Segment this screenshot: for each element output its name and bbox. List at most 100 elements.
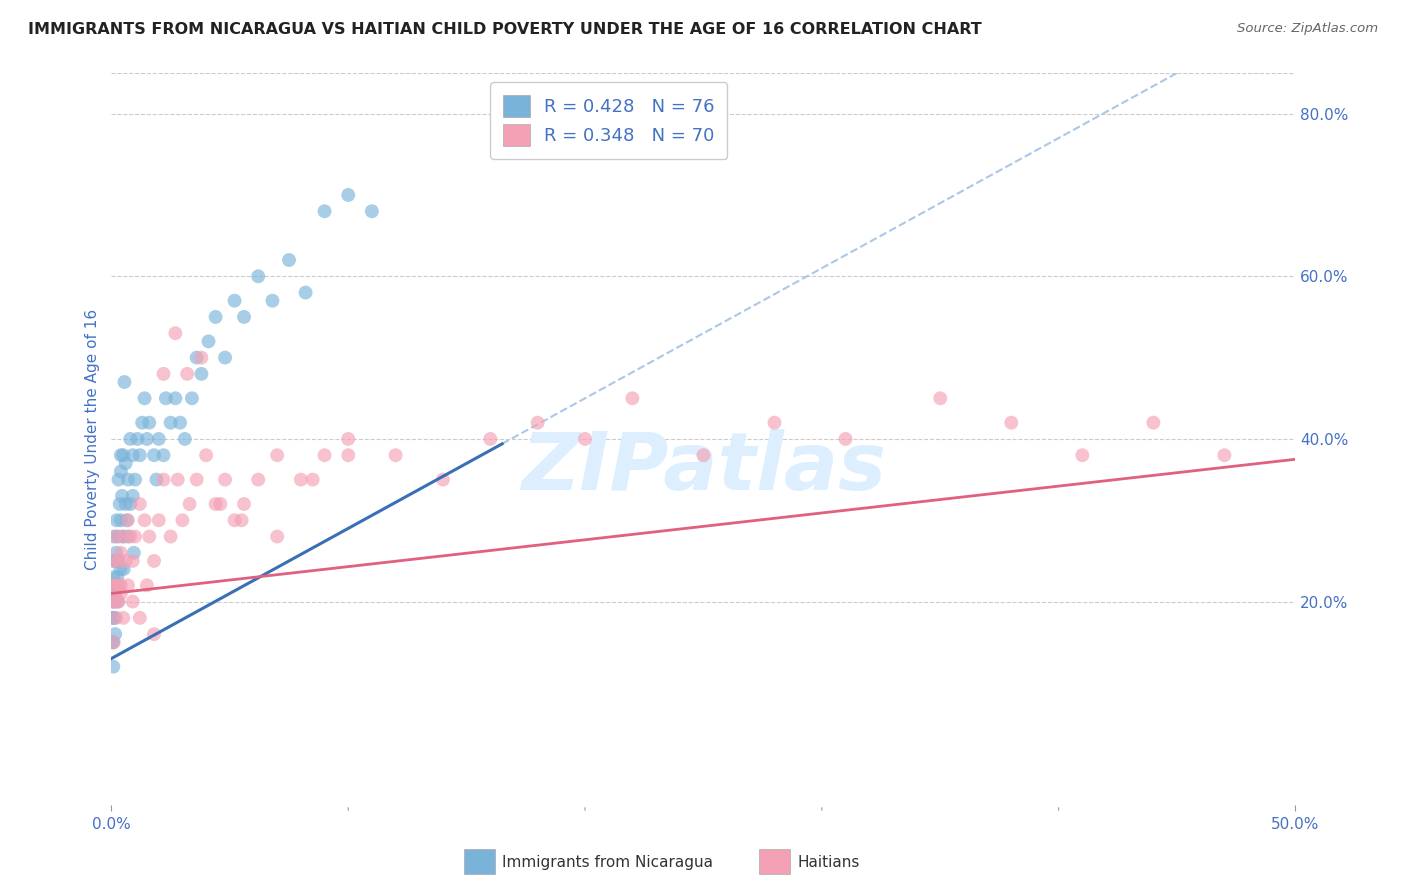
Point bbox=[136, 578, 159, 592]
Point bbox=[314, 448, 336, 462]
Point bbox=[179, 497, 201, 511]
Point bbox=[176, 367, 198, 381]
Point bbox=[103, 554, 125, 568]
Point bbox=[152, 367, 174, 381]
Point bbox=[314, 204, 336, 219]
Point bbox=[186, 473, 208, 487]
Point bbox=[101, 611, 124, 625]
Point bbox=[120, 497, 142, 511]
Point bbox=[214, 473, 236, 487]
Point bbox=[103, 611, 125, 625]
Point bbox=[1000, 416, 1022, 430]
Point bbox=[103, 594, 125, 608]
Point bbox=[105, 529, 128, 543]
Point bbox=[247, 269, 270, 284]
Point bbox=[107, 473, 129, 487]
Point bbox=[114, 554, 136, 568]
Point bbox=[114, 497, 136, 511]
Point bbox=[112, 562, 135, 576]
Point bbox=[186, 351, 208, 365]
Point bbox=[204, 310, 226, 324]
Point bbox=[112, 529, 135, 543]
Point bbox=[115, 513, 138, 527]
Point bbox=[128, 497, 150, 511]
Point bbox=[384, 448, 406, 462]
Point bbox=[107, 554, 129, 568]
Point bbox=[108, 497, 131, 511]
Point bbox=[110, 448, 132, 462]
Point bbox=[104, 578, 127, 592]
Point bbox=[262, 293, 284, 308]
Point bbox=[929, 391, 952, 405]
Point bbox=[337, 432, 360, 446]
Point bbox=[195, 448, 218, 462]
Point bbox=[107, 578, 129, 592]
Point bbox=[181, 391, 204, 405]
Point bbox=[152, 448, 174, 462]
Point bbox=[110, 465, 132, 479]
Point bbox=[107, 554, 129, 568]
Point bbox=[136, 432, 159, 446]
Point bbox=[111, 489, 134, 503]
Point bbox=[105, 554, 128, 568]
Point bbox=[107, 594, 129, 608]
Point bbox=[105, 594, 128, 608]
Point bbox=[110, 586, 132, 600]
Point bbox=[138, 529, 160, 543]
Point bbox=[131, 416, 153, 430]
Point bbox=[101, 594, 124, 608]
Point bbox=[1142, 416, 1164, 430]
Point bbox=[159, 416, 181, 430]
Point bbox=[143, 448, 166, 462]
Point bbox=[266, 448, 288, 462]
Point bbox=[110, 546, 132, 560]
Point bbox=[103, 611, 125, 625]
Point bbox=[121, 594, 143, 608]
Point bbox=[621, 391, 644, 405]
Point bbox=[337, 188, 360, 202]
Point bbox=[120, 432, 142, 446]
Point bbox=[103, 594, 125, 608]
Point bbox=[122, 546, 145, 560]
Text: Haitians: Haitians bbox=[797, 855, 859, 870]
Point bbox=[165, 326, 187, 341]
Point bbox=[143, 554, 166, 568]
Point bbox=[117, 578, 139, 592]
Point bbox=[110, 513, 132, 527]
Point bbox=[105, 513, 128, 527]
Point bbox=[294, 285, 316, 300]
Point bbox=[763, 416, 786, 430]
Point bbox=[107, 578, 129, 592]
Point bbox=[128, 611, 150, 625]
Point bbox=[124, 473, 146, 487]
Point bbox=[1071, 448, 1094, 462]
Point bbox=[1213, 448, 1236, 462]
Point bbox=[114, 456, 136, 470]
Point bbox=[107, 594, 129, 608]
Point bbox=[101, 635, 124, 649]
Point bbox=[120, 529, 142, 543]
Point bbox=[214, 351, 236, 365]
Point bbox=[278, 253, 301, 268]
Point bbox=[103, 529, 125, 543]
Point bbox=[127, 432, 149, 446]
Point bbox=[121, 448, 143, 462]
Point bbox=[301, 473, 323, 487]
Point bbox=[101, 635, 124, 649]
Point bbox=[148, 432, 170, 446]
Text: Immigrants from Nicaragua: Immigrants from Nicaragua bbox=[502, 855, 713, 870]
Point bbox=[143, 627, 166, 641]
Point bbox=[159, 529, 181, 543]
Point bbox=[117, 473, 139, 487]
Point bbox=[152, 473, 174, 487]
Point bbox=[231, 513, 253, 527]
Point bbox=[165, 391, 187, 405]
Point bbox=[103, 554, 125, 568]
Point bbox=[112, 448, 135, 462]
Point bbox=[224, 513, 246, 527]
Point bbox=[247, 473, 270, 487]
Point bbox=[101, 578, 124, 592]
Point bbox=[121, 554, 143, 568]
Point bbox=[166, 473, 188, 487]
Point bbox=[233, 497, 256, 511]
